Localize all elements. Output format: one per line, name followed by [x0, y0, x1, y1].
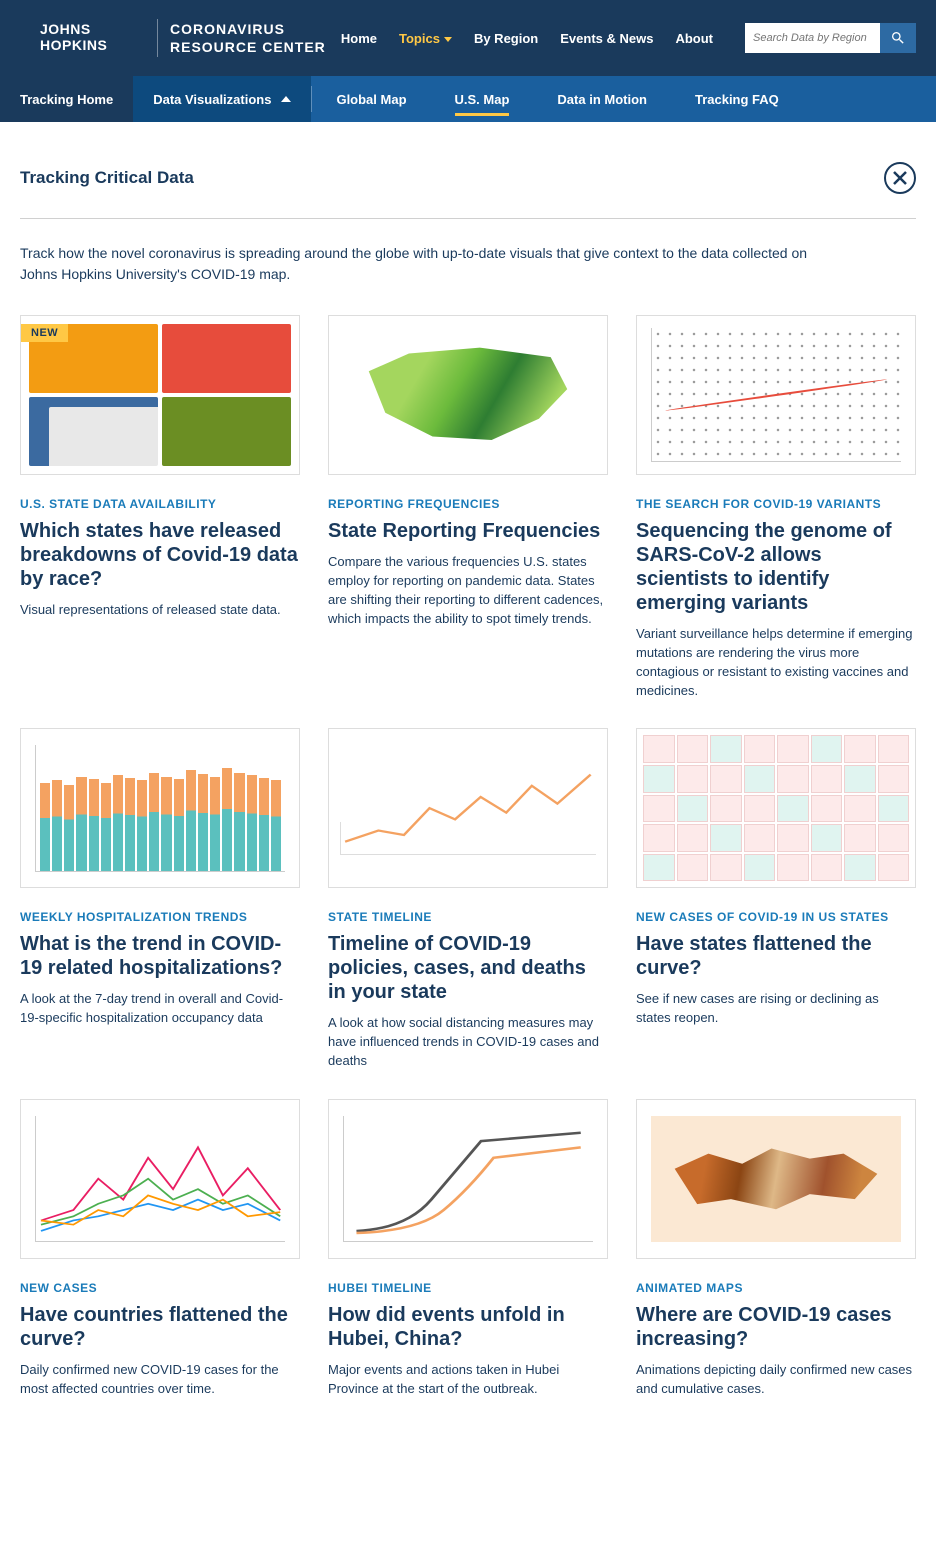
site-title: CORONAVIRUS RESOURCE CENTER	[170, 20, 326, 56]
card-description: Daily confirmed new COVID-19 cases for t…	[20, 1361, 300, 1399]
nav-about[interactable]: About	[675, 31, 713, 46]
card-title: Which states have released breakdowns of…	[20, 519, 300, 591]
section-header: Tracking Critical Data	[20, 162, 916, 219]
card-thumbnail	[328, 728, 608, 888]
site-title-line1: CORONAVIRUS	[170, 20, 326, 38]
chevron-down-icon	[444, 37, 452, 42]
card-countries-flattened-curve[interactable]: NEW CASES Have countries flattened the c…	[20, 1099, 300, 1399]
sub-nav: Tracking Home Data Visualizations Global…	[0, 76, 936, 122]
card-description: Animations depicting daily confirmed new…	[636, 1361, 916, 1399]
site-header: JOHNS HOPKINS UNIVERSITY & MEDICINE CORO…	[0, 0, 936, 76]
card-thumbnail	[328, 1099, 608, 1259]
top-nav: Home Topics By Region Events & News Abou…	[341, 23, 916, 53]
card-description: Compare the various frequencies U.S. sta…	[328, 553, 608, 628]
card-title: State Reporting Frequencies	[328, 519, 608, 543]
card-description: A look at the 7-day trend in overall and…	[20, 990, 300, 1028]
search-button[interactable]	[880, 23, 916, 53]
card-animated-maps[interactable]: ANIMATED MAPS Where are COVID-19 cases i…	[636, 1099, 916, 1399]
close-button[interactable]	[884, 162, 916, 194]
search-input[interactable]	[745, 23, 880, 53]
site-title-line2: RESOURCE CENTER	[170, 38, 326, 56]
search-icon	[890, 30, 906, 46]
card-title: Have countries flattened the curve?	[20, 1303, 300, 1351]
new-badge: NEW	[21, 324, 68, 342]
section-title: Tracking Critical Data	[20, 168, 194, 188]
intro-text: Track how the novel coronavirus is sprea…	[20, 243, 840, 285]
thumbnail-scatter	[637, 316, 915, 474]
subnav-data-viz-label: Data Visualizations	[153, 92, 271, 107]
thumbnail-world-map	[637, 1100, 915, 1258]
thumbnail-small-multiples	[637, 729, 915, 887]
card-thumbnail	[636, 1099, 916, 1259]
card-category: ANIMATED MAPS	[636, 1281, 916, 1295]
card-thumbnail	[20, 728, 300, 888]
thumbnail-multiline	[21, 1100, 299, 1258]
thumbnail-stacked-bars	[21, 729, 299, 887]
card-thumbnail: NEW	[20, 315, 300, 475]
card-title: Timeline of COVID-19 policies, cases, an…	[328, 932, 608, 1004]
thumbnail-timeline-chart	[329, 729, 607, 887]
search-form	[745, 23, 916, 53]
card-title: Sequencing the genome of SARS-CoV-2 allo…	[636, 519, 916, 615]
thumbnail-cumulative-curve	[329, 1100, 607, 1258]
card-title: What is the trend in COVID-19 related ho…	[20, 932, 300, 980]
card-category: WEEKLY HOSPITALIZATION TRENDS	[20, 910, 300, 924]
card-category: THE SEARCH FOR COVID-19 VARIANTS	[636, 497, 916, 511]
nav-events-news[interactable]: Events & News	[560, 31, 653, 46]
card-hubei-timeline[interactable]: HUBEI TIMELINE How did events unfold in …	[328, 1099, 608, 1399]
card-thumbnail	[636, 728, 916, 888]
card-title: How did events unfold in Hubei, China?	[328, 1303, 608, 1351]
nav-topics[interactable]: Topics	[399, 31, 452, 46]
card-state-timeline[interactable]: STATE TIMELINE Timeline of COVID-19 poli…	[328, 728, 608, 1071]
nav-topics-label: Topics	[399, 31, 440, 46]
subnav-global-map[interactable]: Global Map	[312, 76, 430, 122]
card-grid: NEW U.S. STATE DATA AVAILABILITY Which s…	[20, 315, 916, 1399]
subnav-tracking-faq[interactable]: Tracking FAQ	[671, 76, 803, 122]
close-icon	[893, 171, 907, 185]
logo-divider	[157, 19, 158, 57]
subnav-data-in-motion[interactable]: Data in Motion	[533, 76, 671, 122]
card-thumbnail	[328, 315, 608, 475]
card-category: STATE TIMELINE	[328, 910, 608, 924]
subnav-data-visualizations[interactable]: Data Visualizations	[133, 76, 311, 122]
card-description: A look at how social distancing measures…	[328, 1014, 608, 1071]
card-covid-variants[interactable]: THE SEARCH FOR COVID-19 VARIANTS Sequenc…	[636, 315, 916, 700]
card-state-data-availability[interactable]: NEW U.S. STATE DATA AVAILABILITY Which s…	[20, 315, 300, 700]
card-category: NEW CASES	[20, 1281, 300, 1295]
card-states-flattened-curve[interactable]: NEW CASES OF COVID-19 IN US STATES Have …	[636, 728, 916, 1071]
card-category: REPORTING FREQUENCIES	[328, 497, 608, 511]
subnav-tracking-home[interactable]: Tracking Home	[0, 76, 133, 122]
card-thumbnail	[636, 315, 916, 475]
card-category: HUBEI TIMELINE	[328, 1281, 608, 1295]
card-category: NEW CASES OF COVID-19 IN US STATES	[636, 910, 916, 924]
chevron-up-icon	[281, 96, 291, 102]
card-description: See if new cases are rising or declining…	[636, 990, 916, 1028]
card-reporting-frequencies[interactable]: REPORTING FREQUENCIES State Reporting Fr…	[328, 315, 608, 700]
logo-johns-hopkins: JOHNS HOPKINS UNIVERSITY & MEDICINE	[20, 18, 145, 58]
nav-home[interactable]: Home	[341, 31, 377, 46]
card-hospitalization-trends[interactable]: WEEKLY HOSPITALIZATION TRENDS What is th…	[20, 728, 300, 1071]
nav-by-region[interactable]: By Region	[474, 31, 538, 46]
card-title: Where are COVID-19 cases increasing?	[636, 1303, 916, 1351]
thumbnail-us-map	[329, 316, 607, 474]
logo-text-main: JOHNS HOPKINS	[20, 0, 145, 83]
main-content: Tracking Critical Data Track how the nov…	[0, 122, 936, 1429]
subnav-us-map[interactable]: U.S. Map	[431, 76, 534, 122]
logo-block[interactable]: JOHNS HOPKINS UNIVERSITY & MEDICINE CORO…	[20, 18, 326, 58]
card-thumbnail	[20, 1099, 300, 1259]
card-description: Variant surveillance helps determine if …	[636, 625, 916, 700]
card-category: U.S. STATE DATA AVAILABILITY	[20, 497, 300, 511]
card-description: Major events and actions taken in Hubei …	[328, 1361, 608, 1399]
card-description: Visual representations of released state…	[20, 601, 300, 620]
card-title: Have states flattened the curve?	[636, 932, 916, 980]
